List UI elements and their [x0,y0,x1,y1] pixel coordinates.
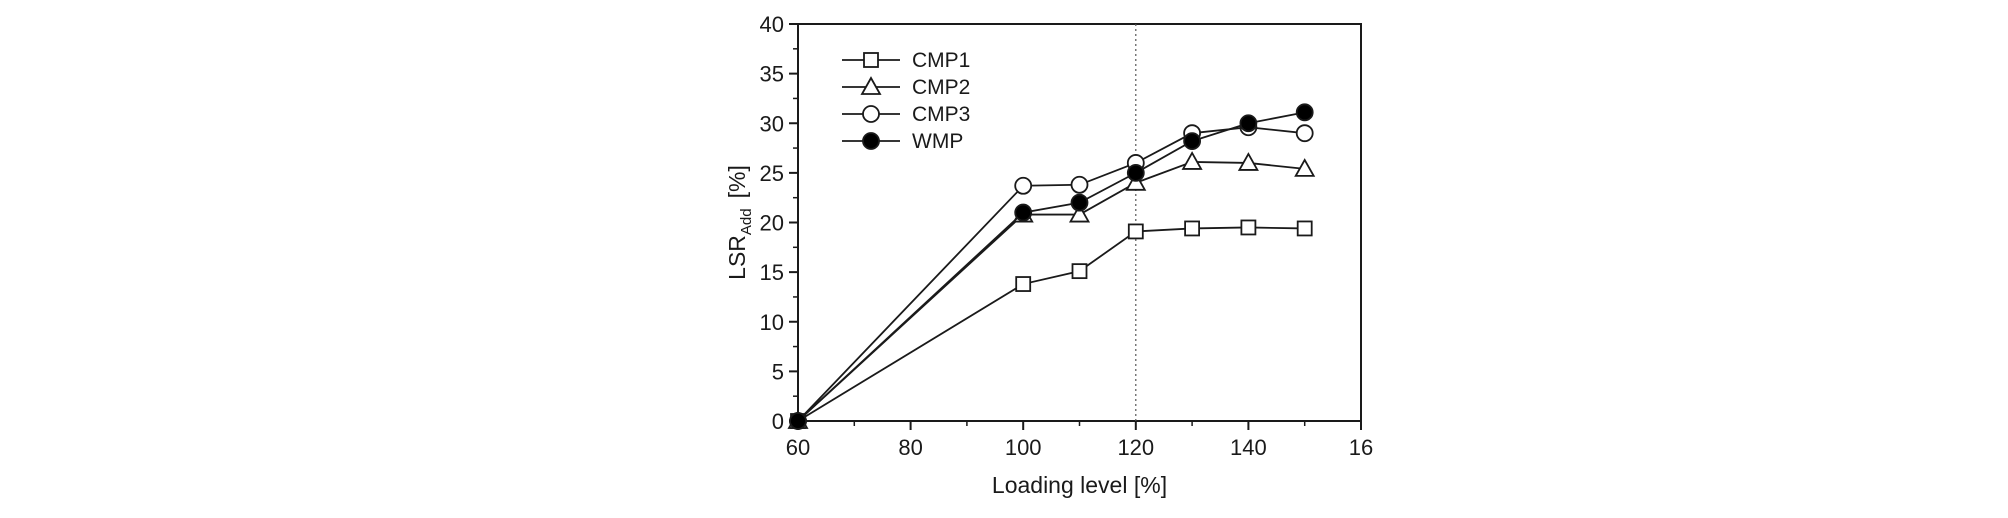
y-axis-title: LSRAdd [%] [724,165,755,280]
x-tick-label: 60 [786,435,810,460]
y-tick-label: 10 [760,310,784,335]
data-point-cmp1 [1127,223,1144,240]
data-point-cmp2 [1181,151,1203,170]
y-tick-label: 35 [760,62,784,87]
data-point-wmp [789,412,807,430]
legend-label: CMP1 [912,49,970,72]
x-tick-label: 120 [1117,435,1154,460]
legend-marker [862,105,880,123]
data-point-cmp1 [1296,220,1313,237]
y-tick-label: 25 [760,161,784,186]
y-tick-label: 20 [760,211,784,236]
series-line-cmp3 [797,126,1305,422]
legend-item-cmp2: CMP2 [842,76,970,99]
data-point-wmp [1070,193,1089,212]
data-point-cmp3 [1070,175,1089,194]
data-point-cmp2 [1237,152,1259,171]
legend-marker [862,132,880,150]
data-point-cmp2 [1294,158,1316,177]
data-point-cmp3 [1014,176,1033,195]
data-point-cmp1 [1240,219,1257,236]
legend: CMP1 CMP2 CMP3 WMP [842,49,970,153]
y-axis-title-unit: [%] [724,165,750,198]
legend-marker [860,76,882,95]
x-tick-label: 16 [1349,435,1373,460]
data-point-wmp [1014,203,1033,222]
y-tick-label: 40 [760,12,784,37]
data-point-cmp2 [1125,171,1147,191]
series-line-cmp2 [797,161,1305,422]
legend-label: CMP3 [912,103,970,126]
x-tick-label: 80 [898,435,922,460]
legend-item-cmp1: CMP1 [842,49,970,72]
y-tick-label: 15 [760,260,784,285]
x-axis-title: Loading level [%] [992,472,1167,498]
data-point-cmp1 [1071,263,1088,280]
y-tick-label: 30 [760,111,784,136]
y-tick-label: 5 [772,359,784,384]
y-tick-label: 0 [772,409,784,434]
data-point-cmp1 [1015,276,1032,292]
series-cmp1 [790,219,1313,429]
plot-frame [797,23,1362,422]
data-point-cmp1 [1184,220,1200,237]
x-tick-label: 100 [1005,435,1042,460]
data-point-cmp3 [1295,124,1314,143]
y-axis-title-main: LSR [724,235,750,280]
legend-item-wmp: WMP [842,130,963,153]
legend-marker [863,52,879,68]
legend-item-cmp3: CMP3 [842,103,970,126]
data-point-wmp [1183,132,1201,151]
data-point-wmp [1126,163,1145,182]
data-point-wmp [1239,114,1258,133]
series-cmp3 [789,118,1314,430]
data-point-cmp2 [1068,203,1091,223]
series-line-cmp1 [797,226,1305,422]
legend-label: WMP [912,130,963,153]
legend-label: CMP2 [912,76,970,99]
series-group [787,103,1316,430]
data-point-wmp [1295,103,1314,122]
x-tick-label: 140 [1230,435,1267,460]
y-axis-title-subscript: Add [738,208,755,235]
series-wmp [789,103,1314,430]
series-cmp2 [787,151,1316,429]
